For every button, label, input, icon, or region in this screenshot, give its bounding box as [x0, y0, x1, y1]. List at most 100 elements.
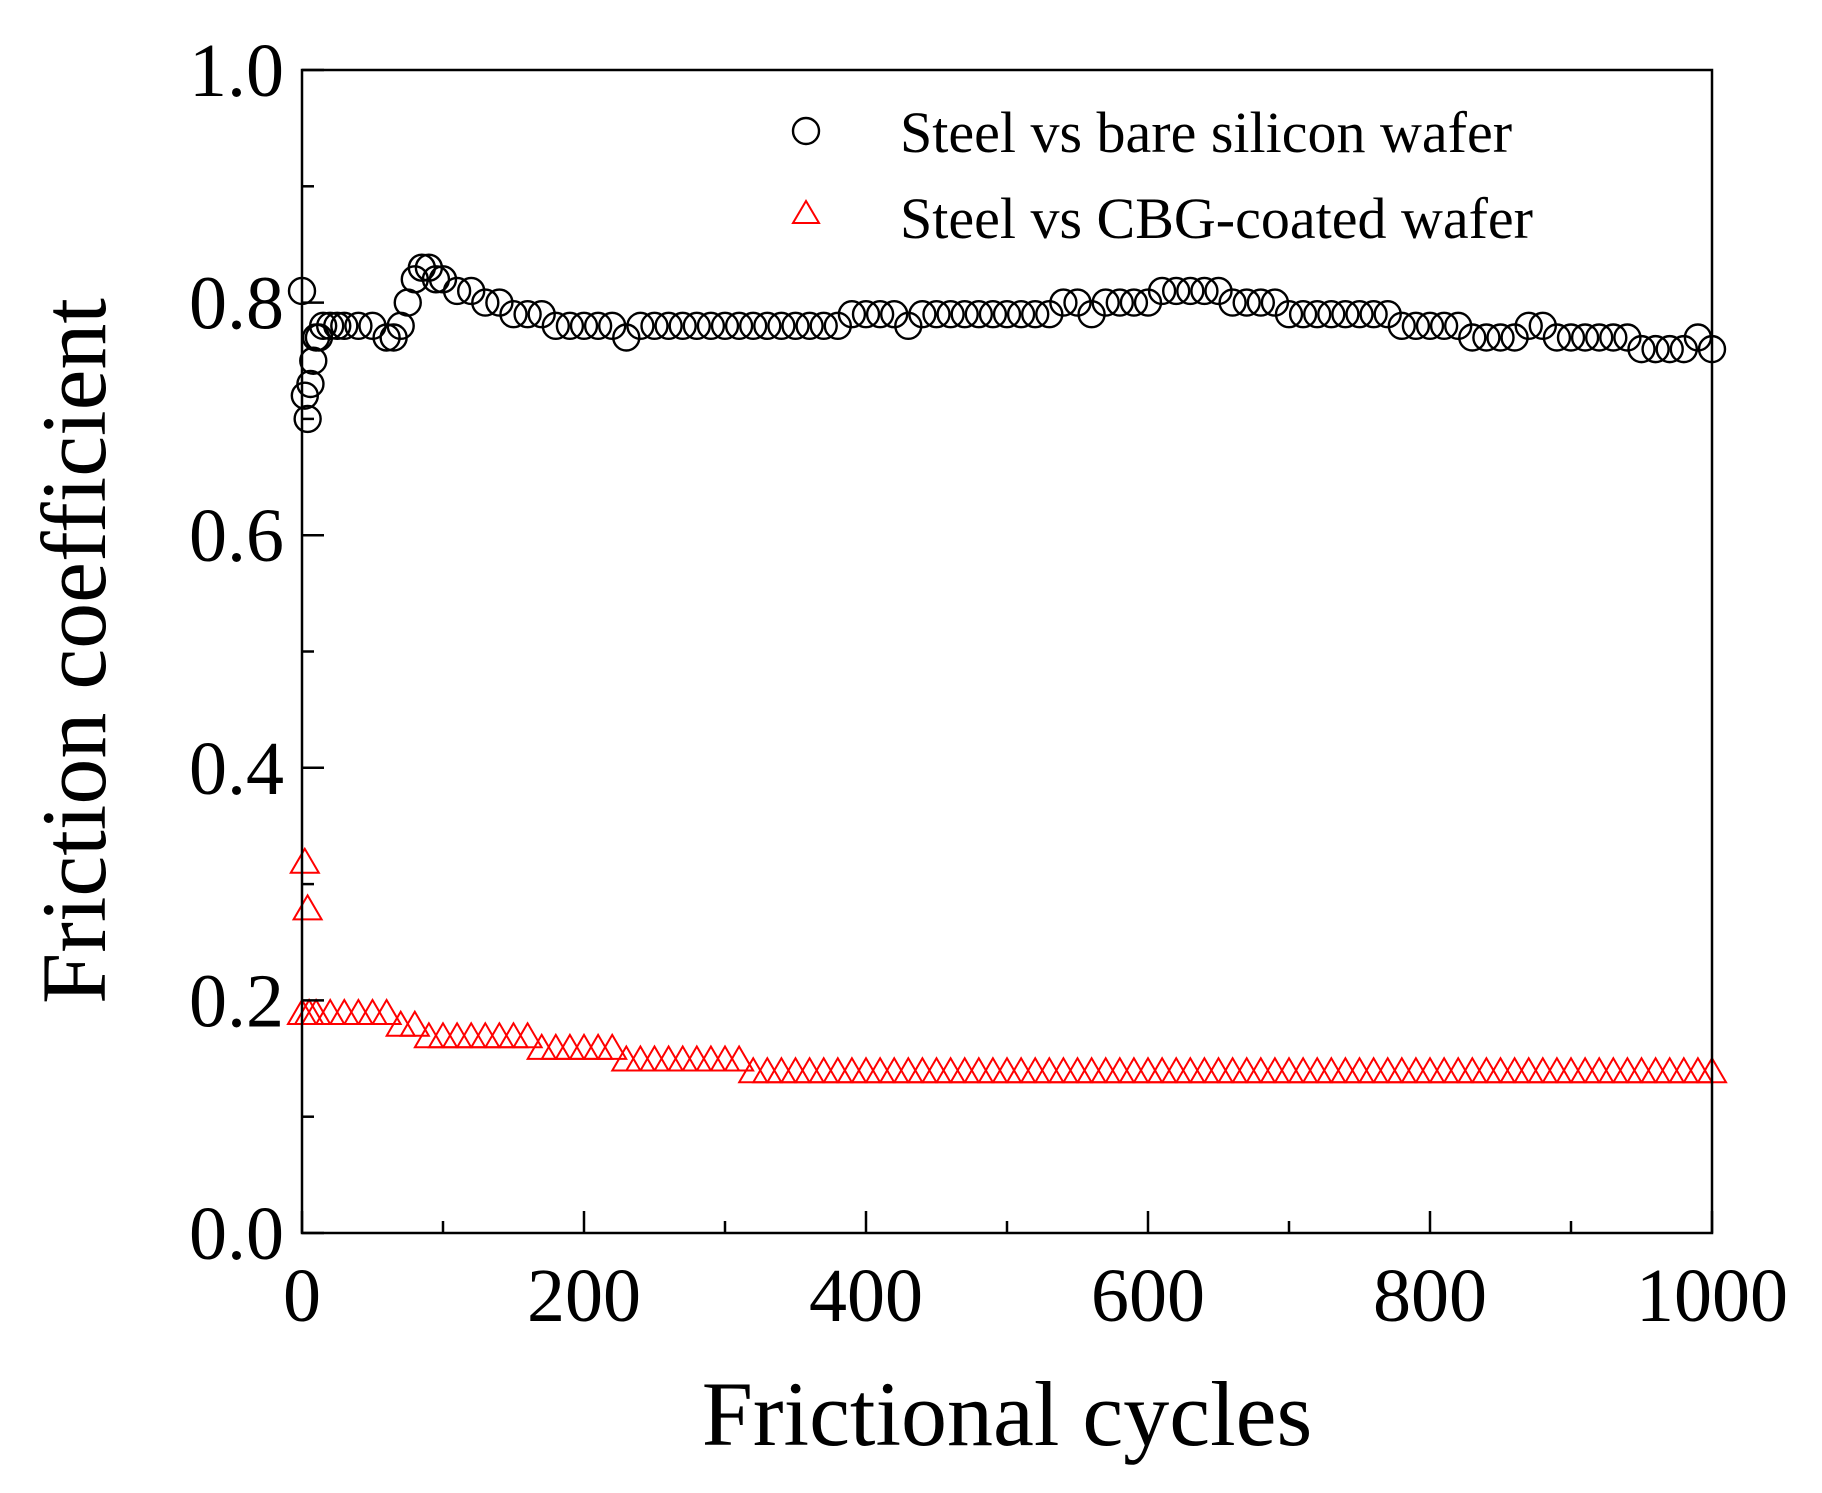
data-point-circle — [1288, 300, 1318, 329]
x-tick-label: 200 — [527, 1254, 641, 1338]
data-point-circle — [316, 311, 345, 341]
data-point-circle — [1176, 276, 1205, 306]
data-point-circle — [1570, 323, 1600, 352]
y-tick-label: 0.4 — [189, 727, 284, 811]
data-point-circle — [753, 311, 782, 341]
data-point-circle — [1387, 311, 1417, 341]
x-tick-label: 400 — [809, 1254, 923, 1338]
series-bare-wafer — [287, 253, 1727, 434]
data-marks — [286, 253, 1728, 1084]
data-point-circle — [541, 311, 570, 341]
data-point-circle — [471, 288, 500, 317]
data-point-circle — [865, 300, 895, 329]
data-point-circle — [308, 311, 338, 341]
data-point-circle — [293, 404, 322, 434]
data-point-circle — [668, 311, 697, 341]
legend-marker-triangle — [791, 199, 821, 224]
data-point-circle — [837, 300, 867, 329]
data-point-circle — [724, 311, 754, 341]
data-point-circle — [964, 300, 993, 329]
data-point-circle — [1147, 276, 1177, 306]
data-point-circle — [513, 300, 542, 329]
y-tick-label: 0.6 — [189, 494, 284, 578]
x-tick-label: 600 — [1091, 1254, 1205, 1338]
data-point-circle — [1331, 300, 1360, 329]
data-point-circle — [682, 311, 711, 341]
data-point-circle — [1246, 288, 1276, 317]
data-point-triangle — [399, 1009, 431, 1037]
y-tick-label: 0.0 — [189, 1192, 284, 1276]
data-point-circle — [1655, 334, 1684, 364]
data-point-circle — [1359, 300, 1388, 329]
data-point-circle — [323, 311, 352, 341]
y-axis-title: Friction coefficient — [23, 298, 125, 1004]
data-point-triangle — [291, 893, 324, 921]
data-point-circle — [421, 265, 451, 294]
legend-marker-circle — [791, 116, 821, 146]
data-point-circle — [950, 300, 979, 329]
y-tick-label: 0.8 — [189, 262, 284, 346]
data-point-circle — [1317, 300, 1346, 329]
data-point-circle — [583, 311, 613, 341]
data-point-circle — [344, 311, 373, 341]
data-point-triangle — [596, 1032, 628, 1060]
data-point-circle — [1458, 323, 1487, 352]
data-point-circle — [781, 311, 810, 341]
data-point-circle — [1105, 288, 1135, 317]
data-point-circle — [908, 300, 937, 329]
data-point-circle — [1006, 300, 1036, 329]
data-point-circle — [795, 311, 824, 341]
data-point-circle — [1274, 300, 1304, 329]
data-point-circle — [299, 346, 328, 375]
data-point-circle — [767, 311, 796, 341]
data-point-circle — [640, 311, 669, 341]
data-point-circle — [1514, 311, 1543, 341]
data-point-circle — [1415, 311, 1445, 341]
data-point-circle — [1584, 323, 1614, 352]
data-point-circle — [1641, 334, 1670, 364]
data-point-circle — [992, 300, 1022, 329]
data-point-circle — [1556, 323, 1586, 352]
data-point-circle — [654, 311, 683, 341]
y-tick-label: 1.0 — [189, 29, 284, 113]
data-point-circle — [555, 311, 585, 341]
x-tick-label: 1000 — [1636, 1254, 1788, 1338]
data-point-circle — [1020, 300, 1050, 329]
legend: Steel vs bare silicon wafer Steel vs CBG… — [791, 100, 1533, 251]
data-point-triangle — [289, 846, 321, 874]
data-point-circle — [1472, 323, 1501, 352]
data-point-circle — [1401, 311, 1431, 341]
legend-label-bare-wafer: Steel vs bare silicon wafer — [900, 100, 1512, 165]
data-point-circle — [1302, 300, 1332, 329]
data-point-circle — [1049, 288, 1078, 317]
data-point-circle — [1190, 276, 1219, 306]
data-point-circle — [809, 311, 838, 341]
data-point-circle — [499, 300, 528, 329]
data-point-circle — [851, 300, 881, 329]
data-point-circle — [569, 311, 599, 341]
data-point-circle — [1627, 334, 1656, 364]
data-point-circle — [1091, 288, 1120, 317]
data-point-circle — [922, 300, 951, 329]
y-tick-label: 0.2 — [189, 959, 284, 1043]
axis-tick-labels: 0 200 400 600 800 1000 0.0 0.2 0.4 0.6 0.8 1.0 — [189, 29, 1788, 1338]
data-point-circle — [1599, 323, 1628, 352]
data-point-circle — [1345, 300, 1374, 329]
data-point-circle — [296, 369, 325, 399]
x-axis-title: Frictional cycles — [702, 1363, 1313, 1465]
data-point-circle — [1232, 288, 1261, 317]
data-point-circle — [1429, 311, 1459, 341]
x-tick-label: 800 — [1373, 1254, 1487, 1338]
legend-label-cbg-wafer: Steel vs CBG-coated wafer — [900, 186, 1533, 251]
data-point-circle — [1218, 288, 1247, 317]
data-point-circle — [442, 276, 472, 306]
data-point-circle — [1542, 323, 1572, 352]
data-point-triangle — [511, 1021, 544, 1049]
series-cbg-wafer — [286, 846, 1728, 1084]
data-point-circle — [1161, 276, 1191, 306]
data-point-circle — [739, 311, 768, 341]
data-point-circle — [1119, 288, 1149, 317]
data-point-circle — [696, 311, 726, 341]
